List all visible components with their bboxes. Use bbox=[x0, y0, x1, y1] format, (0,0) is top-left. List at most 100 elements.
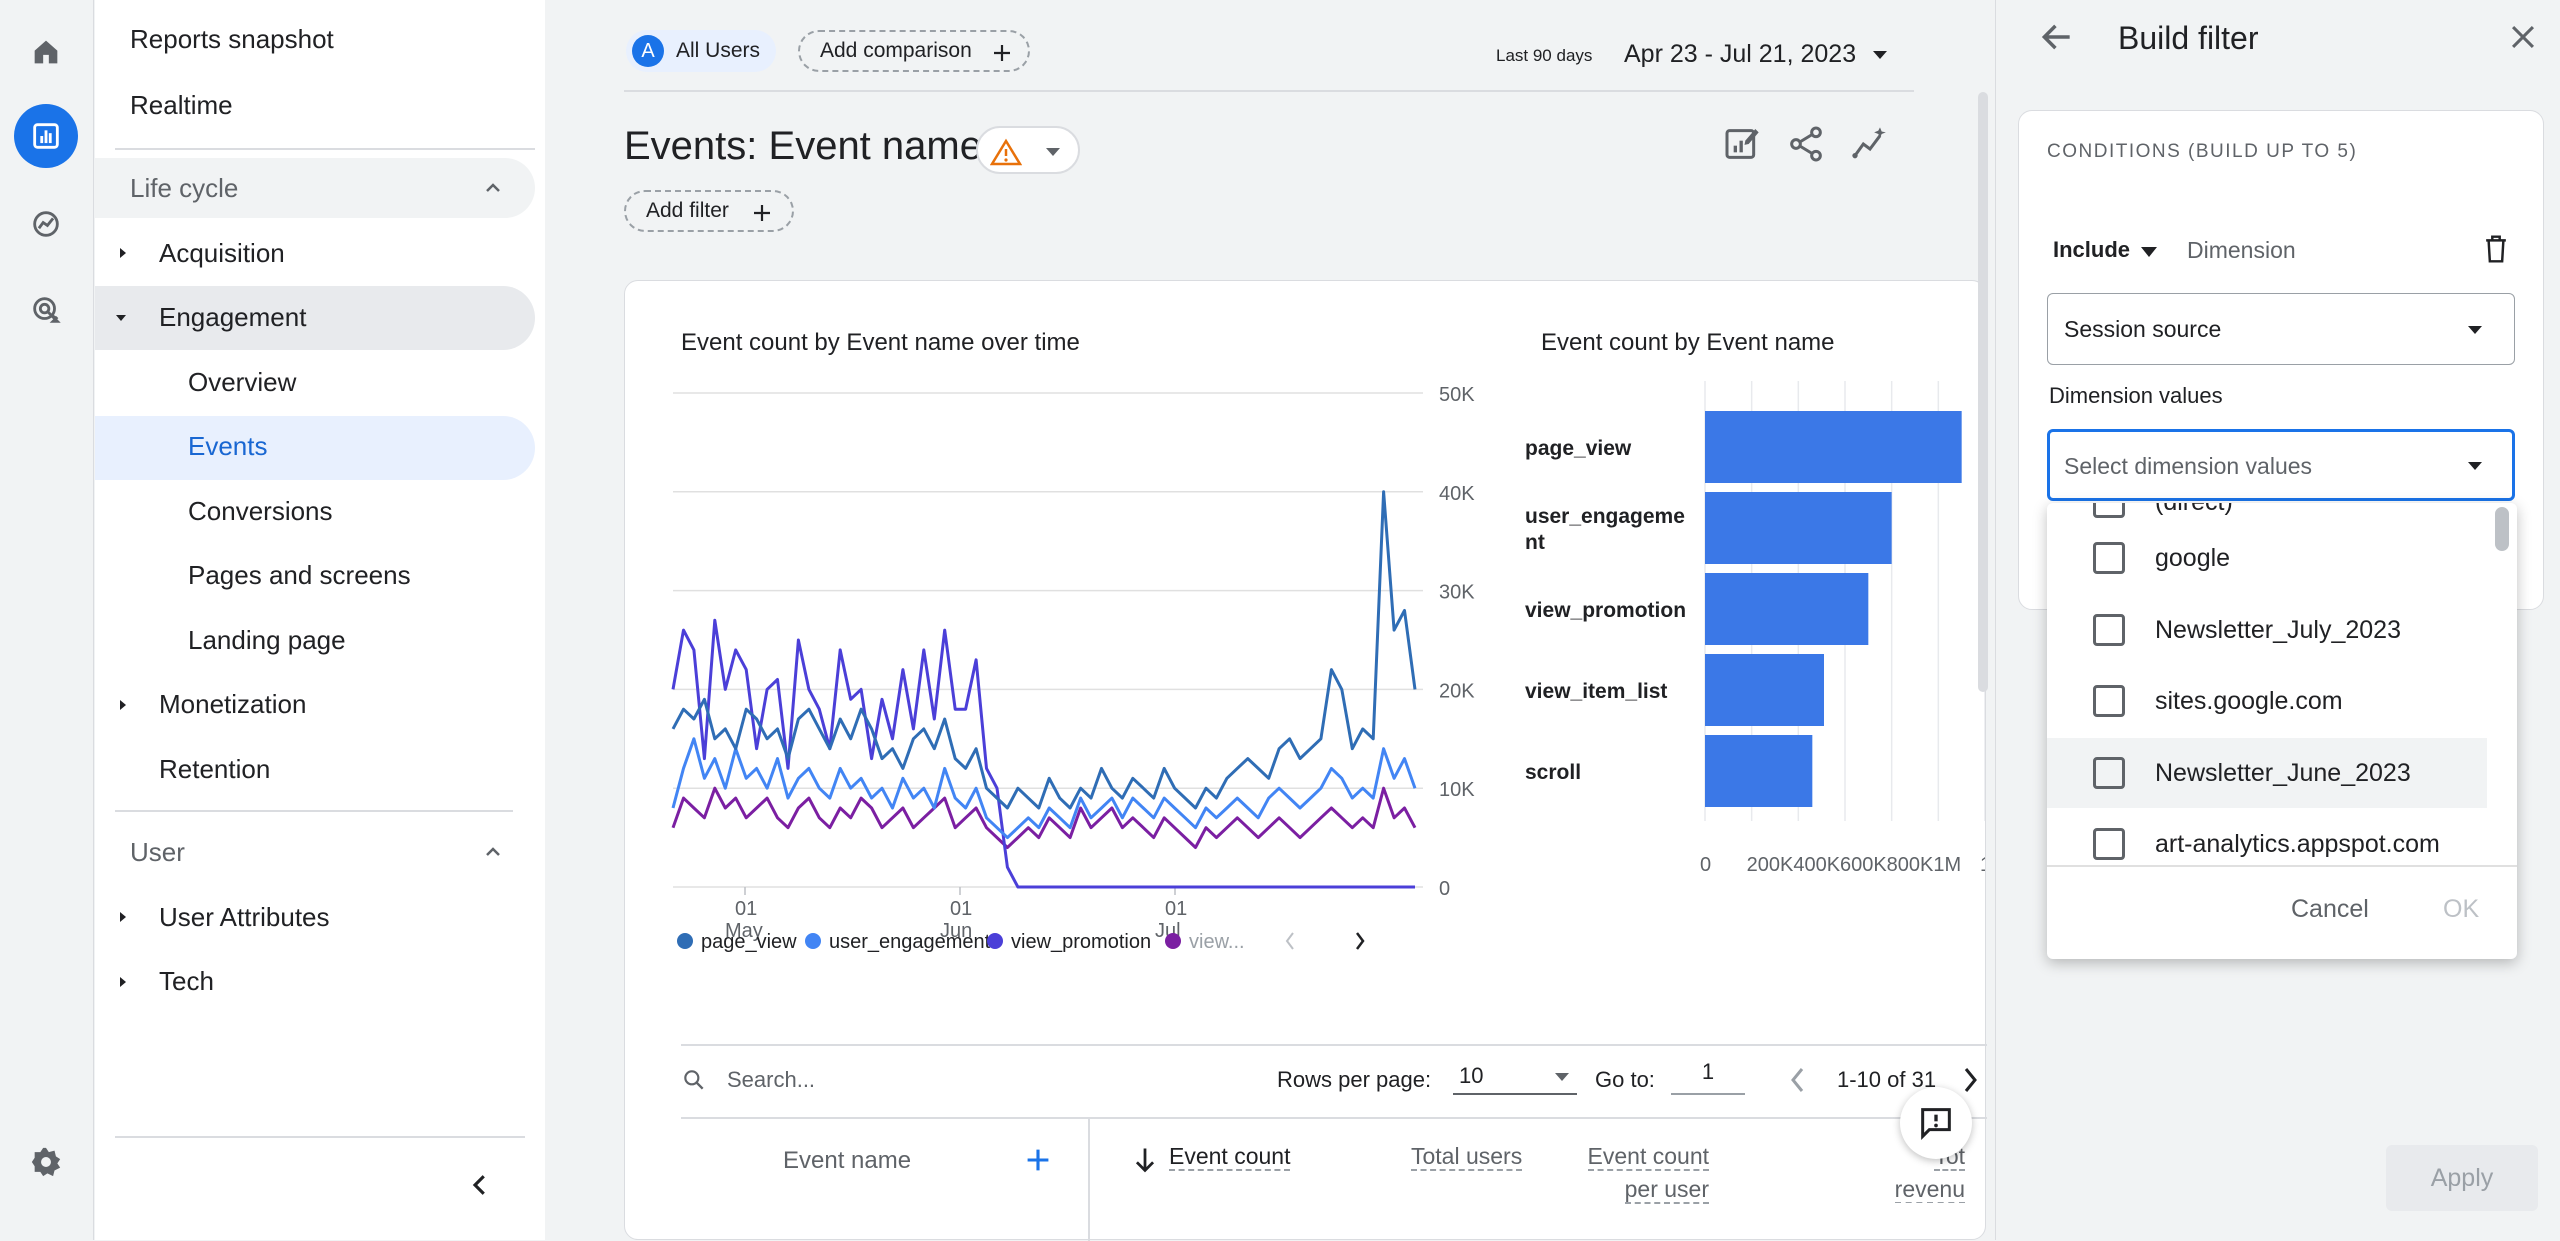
prev-page-icon[interactable] bbox=[1787, 1065, 1809, 1095]
x-tick-label: 01 bbox=[1165, 898, 1187, 920]
date-caption: Last 90 days bbox=[1496, 46, 1593, 65]
goto-input[interactable]: 1 bbox=[1671, 1059, 1745, 1095]
settings-icon[interactable] bbox=[14, 1130, 78, 1194]
legend-marker[interactable] bbox=[677, 933, 693, 949]
apply-button[interactable]: Apply bbox=[2386, 1145, 2538, 1211]
feedback-button[interactable] bbox=[1900, 1087, 1972, 1159]
insights-icon[interactable] bbox=[1850, 124, 1890, 164]
add-comparison-button[interactable]: Add comparison bbox=[798, 30, 1030, 72]
option-sites-google[interactable]: sites.google.com bbox=[2047, 666, 2487, 736]
nav-monetization[interactable]: Monetization bbox=[159, 689, 307, 719]
caret-right-icon[interactable] bbox=[115, 245, 131, 261]
bar[interactable] bbox=[1705, 735, 1813, 807]
legend-next-icon[interactable] bbox=[1356, 932, 1365, 950]
share-icon[interactable] bbox=[1786, 124, 1826, 164]
caret-down-icon[interactable] bbox=[2139, 245, 2159, 259]
option-newsletter-june[interactable]: Newsletter_June_2023 bbox=[2047, 738, 2487, 808]
nav-events-row[interactable] bbox=[95, 416, 535, 480]
nav-acquisition[interactable]: Acquisition bbox=[159, 238, 285, 268]
bar[interactable] bbox=[1705, 411, 1962, 483]
checkbox[interactable] bbox=[2093, 757, 2125, 789]
close-icon[interactable] bbox=[2506, 20, 2540, 54]
series-line-view_promotion[interactable] bbox=[671, 618, 1415, 889]
date-range[interactable]: Apr 23 - Jul 21, 2023 bbox=[1624, 40, 1857, 68]
nav-overview[interactable]: Overview bbox=[188, 367, 297, 397]
include-select[interactable]: Include bbox=[2053, 237, 2131, 262]
nav-conversions[interactable]: Conversions bbox=[188, 496, 333, 526]
delete-icon[interactable] bbox=[2481, 233, 2511, 265]
checkbox[interactable] bbox=[2093, 828, 2125, 860]
option-newsletter-july[interactable]: Newsletter_July_2023 bbox=[2047, 595, 2487, 665]
checkbox[interactable] bbox=[2093, 503, 2125, 518]
user-title: User bbox=[130, 836, 185, 867]
series-line-page_view[interactable] bbox=[671, 490, 1417, 810]
option-direct[interactable]: (direct) bbox=[2047, 503, 2487, 537]
line-chart[interactable]: 50K40K30K20K10K001May01Jun01Julpage_view… bbox=[665, 381, 1485, 961]
nav-divider bbox=[115, 810, 513, 812]
nav-realtime[interactable]: Realtime bbox=[130, 90, 233, 120]
bar[interactable] bbox=[1705, 654, 1824, 726]
nav-engagement[interactable]: Engagement bbox=[159, 302, 307, 332]
series-line-user_engagement[interactable] bbox=[671, 737, 1417, 840]
nav-tech[interactable]: Tech bbox=[159, 966, 214, 996]
main-scrollbar[interactable] bbox=[1978, 92, 1988, 692]
option-art-analytics[interactable]: art-analytics.appspot.com bbox=[2047, 809, 2487, 879]
session-source-select[interactable]: Session source bbox=[2047, 293, 2515, 365]
legend-label[interactable]: page_view bbox=[701, 931, 797, 953]
cancel-button[interactable]: Cancel bbox=[2291, 895, 2369, 923]
caret-right-icon[interactable] bbox=[115, 697, 131, 713]
menu-scrollbar[interactable] bbox=[2495, 507, 2509, 551]
y-tick-label: 40K bbox=[1439, 483, 1475, 505]
nav-reports-snapshot[interactable]: Reports snapshot bbox=[130, 24, 334, 54]
caret-right-icon[interactable] bbox=[115, 909, 131, 925]
nav-engagement-row[interactable] bbox=[95, 286, 535, 350]
legend-label[interactable]: user_engagement bbox=[829, 931, 991, 953]
rows-per-page-select[interactable]: 10 bbox=[1453, 1061, 1577, 1095]
legend-label[interactable]: view_promotion bbox=[1011, 931, 1151, 953]
next-page-icon[interactable] bbox=[1959, 1065, 1981, 1095]
sort-down-icon[interactable] bbox=[1133, 1145, 1157, 1175]
back-arrow-icon[interactable] bbox=[2038, 18, 2076, 56]
search-input[interactable]: Search... bbox=[727, 1067, 816, 1092]
nav-pages-and-screens[interactable]: Pages and screens bbox=[188, 560, 411, 590]
reports-icon[interactable] bbox=[14, 104, 78, 168]
all-users-chip[interactable]: A All Users bbox=[626, 30, 776, 72]
advertising-icon[interactable] bbox=[14, 278, 78, 342]
warning-dropdown[interactable] bbox=[976, 126, 1080, 174]
bar[interactable] bbox=[1705, 573, 1869, 645]
option-google[interactable]: google bbox=[2047, 523, 2487, 593]
col-event-count[interactable]: Event count bbox=[1169, 1143, 1291, 1171]
home-icon[interactable] bbox=[14, 20, 78, 84]
col-event-name: Event name bbox=[783, 1147, 912, 1174]
nav-user-section[interactable]: User bbox=[95, 822, 535, 882]
ok-button[interactable]: OK bbox=[2443, 895, 2480, 923]
caret-down-icon[interactable] bbox=[1870, 48, 1890, 62]
checkbox[interactable] bbox=[2093, 685, 2125, 717]
legend-marker[interactable] bbox=[1165, 933, 1181, 949]
caret-right-icon[interactable] bbox=[115, 974, 131, 990]
x-tick-label: Jun bbox=[940, 920, 972, 942]
legend-label[interactable]: view... bbox=[1189, 931, 1245, 953]
series-line-view[interactable] bbox=[671, 786, 1417, 849]
add-dimension-icon[interactable] bbox=[1025, 1147, 1051, 1173]
col-event-count-per-user[interactable]: Event count per user bbox=[1587, 1143, 1709, 1204]
nav-events[interactable]: Events bbox=[188, 431, 268, 461]
customize-report-icon[interactable] bbox=[1722, 124, 1762, 164]
legend-marker[interactable] bbox=[805, 933, 821, 949]
add-filter-button[interactable]: Add filter bbox=[624, 190, 794, 232]
nav-retention[interactable]: Retention bbox=[159, 754, 271, 784]
bar[interactable] bbox=[1705, 492, 1892, 564]
nav-lifecycle-section[interactable]: Life cycle bbox=[95, 158, 535, 218]
legend-marker[interactable] bbox=[987, 933, 1003, 949]
explore-icon[interactable] bbox=[14, 192, 78, 256]
collapse-nav-icon[interactable] bbox=[465, 1170, 495, 1200]
nav-user-attributes[interactable]: User Attributes bbox=[159, 902, 330, 932]
dimension-values-select[interactable]: Select dimension values bbox=[2047, 429, 2515, 501]
legend-prev-icon[interactable] bbox=[1285, 932, 1294, 950]
checkbox[interactable] bbox=[2093, 542, 2125, 574]
nav-landing-page[interactable]: Landing page bbox=[188, 625, 346, 655]
col-total-users[interactable]: Total users bbox=[1411, 1143, 1523, 1171]
caret-down-icon[interactable] bbox=[113, 310, 129, 326]
checkbox[interactable] bbox=[2093, 614, 2125, 646]
